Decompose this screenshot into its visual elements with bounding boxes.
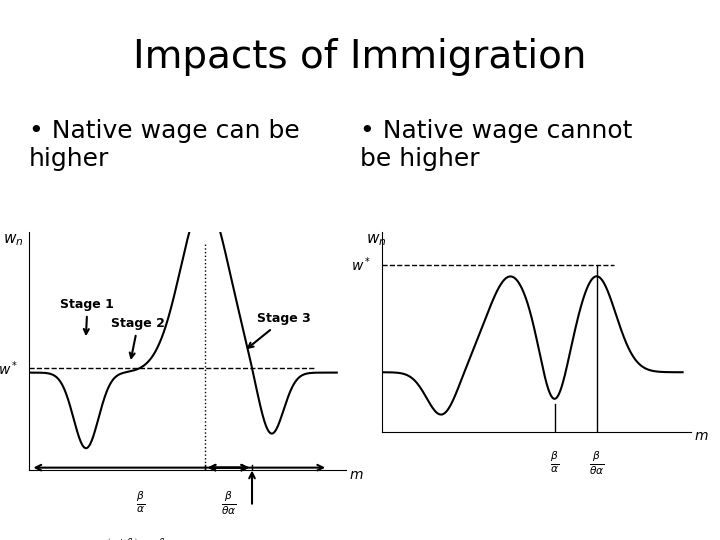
- Text: $w_n$: $w_n$: [4, 232, 24, 248]
- Text: $m$: $m$: [348, 468, 364, 482]
- Text: $\frac{\beta}{\theta\alpha}$: $\frac{\beta}{\theta\alpha}$: [220, 489, 236, 517]
- Text: Stage 3: Stage 3: [248, 313, 310, 348]
- Text: $\left(\frac{\alpha+\beta}{\alpha}\right)^{\frac{-\alpha}{\theta}} \frac{\beta}{: $\left(\frac{\alpha+\beta}{\alpha}\right…: [104, 536, 175, 540]
- Text: Stage 1: Stage 1: [60, 298, 114, 334]
- Text: $\frac{\beta}{\alpha}$: $\frac{\beta}{\alpha}$: [136, 489, 145, 515]
- Text: $m$: $m$: [694, 429, 709, 443]
- Text: Impacts of Immigration: Impacts of Immigration: [133, 38, 587, 76]
- Text: $\frac{\beta}{\theta\alpha}$: $\frac{\beta}{\theta\alpha}$: [589, 449, 605, 477]
- Text: $\frac{\beta}{\alpha}$: $\frac{\beta}{\alpha}$: [550, 449, 559, 475]
- Text: • Native wage cannot
be higher: • Native wage cannot be higher: [360, 119, 632, 171]
- Text: Stage 2: Stage 2: [111, 317, 165, 358]
- Text: • Native wage can be
higher: • Native wage can be higher: [29, 119, 300, 171]
- Text: $w^*$: $w^*$: [0, 359, 18, 377]
- Text: $w_n$: $w_n$: [366, 232, 387, 248]
- Text: $w^*$: $w^*$: [351, 255, 372, 274]
